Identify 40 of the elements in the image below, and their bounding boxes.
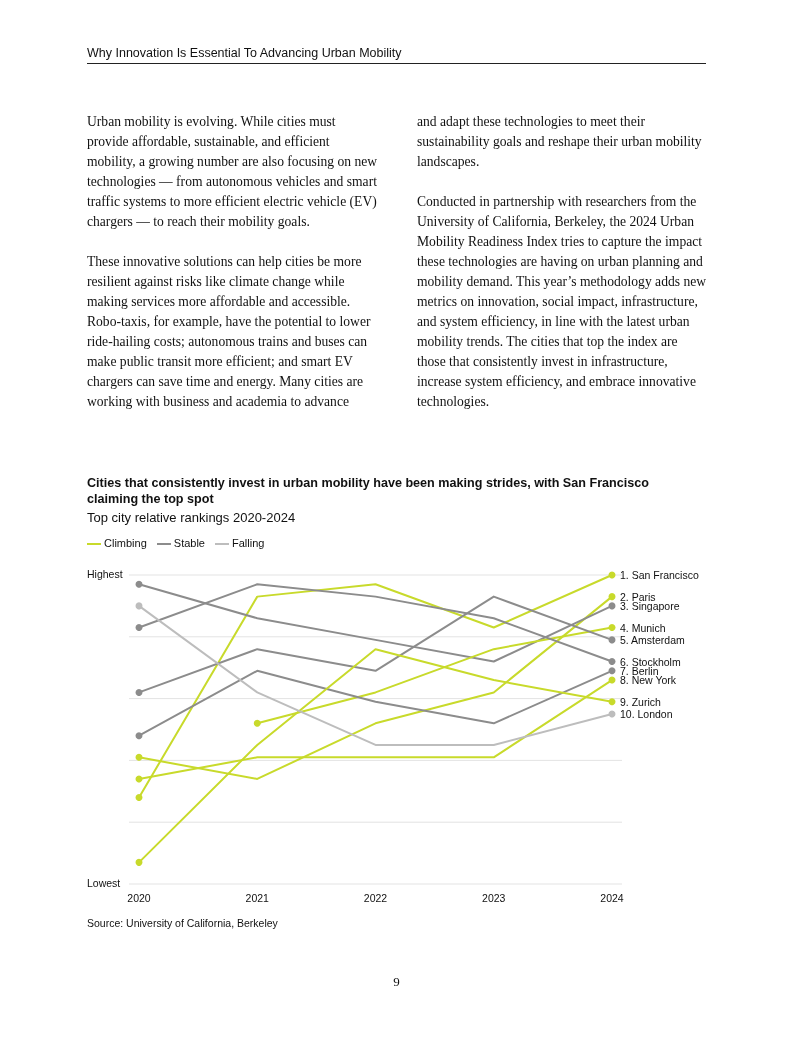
chart-title: Cities that consistently invest in urban mobility have been making strides, with San Francisco claiming the top spot [87,475,650,507]
x-tick-label: 2024 [600,891,624,904]
series-label: 10. London [620,708,673,721]
point [135,793,143,801]
series-label: 9. Zurich [620,695,662,708]
text: Stable [172,537,205,549]
series-label: 4. Munich [620,621,666,634]
series-label: 8. New York [620,674,677,687]
point [608,658,616,666]
point [135,753,143,761]
text: Why Innovation Is Essential To Advancing Urban Mobility [87,46,706,64]
series-label: 2. Paris [620,590,656,603]
series-label: 6. Stockholm [620,655,681,668]
x-tick-label: 2020 [127,891,151,904]
point [135,624,143,632]
point [608,624,616,632]
x-tick-label: 2021 [245,891,270,904]
text: Lowest [87,876,121,889]
text: and adapt these technologies to meet their sustainability goals and reshape their urban mobility landscapes. [417,113,703,171]
point [135,732,143,740]
text: Highest [87,567,123,580]
text: 9 [392,974,401,990]
text: Conducted in partnership with researchers from the University of California, Berkeley, the 2024 Urban Mobility Readiness Index tries to capture the impact these technologies are having on urban planning and mobility demand. This year’s methodology adds new metrics on innovation, social impact, infrastructure, and system efficiency, in line with the latest urban mobility trends. The cities that top the index are those that consistently invest in infrastructure, increase system efficiency, and embrace innovative technologies. [417,194,707,409]
point [135,580,143,588]
source-note: Source: University of California, Berkeley [87,917,278,929]
point [135,688,143,696]
text: Falling [231,537,265,549]
x-tick-label: 2022 [363,891,388,904]
chart-subtitle: Top city relative rankings 2020-2024 [87,510,296,525]
point [608,593,616,601]
text: Climbing [103,537,147,549]
series-label: 5. Amsterdam [620,633,686,646]
x-tick-label: 2023 [482,891,506,904]
text: Urban mobility is evolving. While cities must provide affordable, sustainable, and efficient mobility, a growing number are also focusing on new technologies — from autonomous vehicles and smart traffic systems to more efficient electric vehicle (EV) chargers — to reach their mobility goals. [87,113,379,231]
point [135,858,143,866]
text: These innovative solutions can help cities be more resilient against risks like climate change while making services more affordable and accessible. Robo-taxis, for example, have the potential to lower ride-hailing costs; autonomous trains and buses can make public transit more efficient; and smart EV chargers can save time and energy. Many cities are working with business and academia to advance [87,253,372,411]
point [608,698,616,706]
point [608,667,616,675]
point [253,719,261,727]
series-label: 1. San Francisco [620,569,699,581]
